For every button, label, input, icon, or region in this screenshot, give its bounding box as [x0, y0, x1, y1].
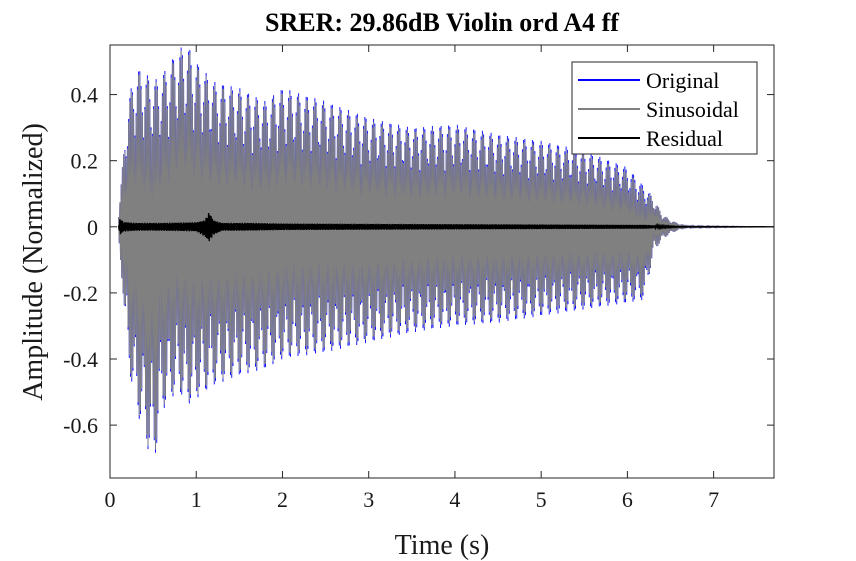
ticks-layer: 0 1 2 3 4 5 6 7 -0.6 -0.4 -0.2 0 0.2 0.4 — [63, 45, 774, 512]
x-tick-label: 6 — [622, 487, 633, 512]
y-tick-label: -0.4 — [63, 347, 98, 372]
y-tick-label: -0.6 — [63, 413, 98, 438]
series-layer — [117, 47, 774, 453]
x-axis-label: Time (s) — [395, 530, 490, 561]
legend-label-sinusoidal: Sinusoidal — [646, 97, 739, 122]
chart-title: SRER: 29.86dB Violin ord A4 ff — [265, 8, 619, 37]
x-tick-label: 5 — [536, 487, 547, 512]
y-tick-label: -0.2 — [63, 281, 98, 306]
x-tick-label: 3 — [363, 487, 374, 512]
y-axis-label: Amplitude (Normalized) — [18, 123, 49, 401]
y-tick-label: 0 — [87, 215, 98, 240]
legend-label-residual: Residual — [646, 126, 723, 151]
x-tick-label: 2 — [277, 487, 288, 512]
x-tick-label: 7 — [708, 487, 719, 512]
y-tick-label: 0.4 — [71, 83, 99, 108]
series-line-sinusoidal — [118, 50, 774, 450]
series-line-residual — [117, 213, 774, 242]
x-tick-label: 1 — [191, 487, 202, 512]
x-tick-label: 0 — [105, 487, 116, 512]
legend: Original Sinusoidal Residual — [571, 61, 758, 155]
plot-frame — [109, 44, 775, 479]
x-tick-label: 4 — [449, 487, 460, 512]
legend-label-original: Original — [646, 68, 719, 93]
y-tick-label: 0.2 — [71, 149, 99, 174]
